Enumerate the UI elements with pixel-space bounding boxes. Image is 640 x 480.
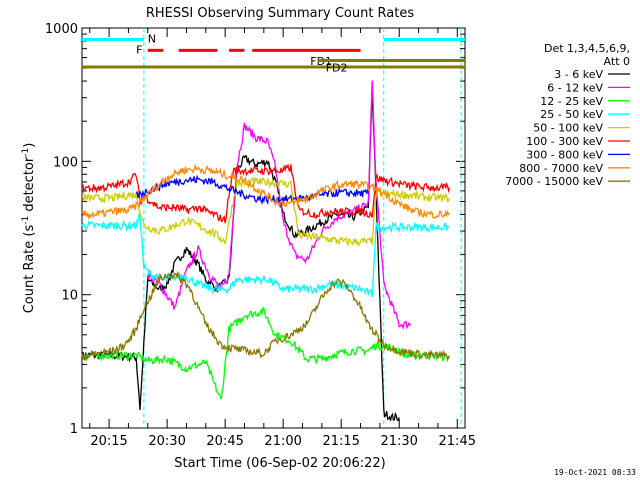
- x-tick-label: 20:15: [90, 434, 127, 449]
- chart-title: RHESSI Observing Summary Count Rates: [146, 6, 415, 21]
- y-label-mid: detector: [22, 156, 37, 216]
- legend-label: 50 - 100 keV: [533, 122, 603, 135]
- y-tick-label: 1000: [45, 22, 78, 37]
- legend-header: Det 1,3,4,5,6,9,: [544, 42, 630, 55]
- y-label-sup: -1: [21, 216, 31, 225]
- flag-label: N: [148, 32, 156, 45]
- x-axis: 20:15 20:30 20:45 21:00 21:15 21:30 21:45: [89, 28, 476, 449]
- y-label-sup2: -1: [21, 148, 31, 157]
- legend-label: 12 - 25 keV: [540, 95, 603, 108]
- legend-label: 3 - 6 keV: [554, 68, 603, 81]
- y-axis-label: Count Rate (s-1 detector-1): [21, 143, 37, 314]
- x-tick-label: 21:45: [439, 434, 476, 449]
- y-axis: 1 10 100 1000: [45, 22, 465, 437]
- x-tick-label: 21:30: [380, 434, 417, 449]
- flag-label: FD2: [326, 62, 348, 75]
- y-tick-label: 10: [61, 289, 78, 304]
- flag-label: F: [136, 43, 142, 56]
- legend-label: 25 - 50 keV: [540, 108, 603, 121]
- series-line-8: [81, 270, 451, 362]
- series-layer: [81, 28, 462, 428]
- legend-header: Att 0: [604, 55, 630, 68]
- series-line-6: [135, 174, 369, 206]
- y-label-post: ): [22, 143, 37, 148]
- y-label-pre: Count Rate (s: [22, 225, 37, 314]
- series-line-2: [81, 306, 450, 400]
- plot-frame: [81, 27, 466, 429]
- x-tick-label: 20:45: [206, 434, 243, 449]
- series-line-0: [81, 85, 400, 422]
- legend-label: 800 - 7000 keV: [519, 162, 603, 175]
- x-axis-label: Start Time (06-Sep-02 20:06:22): [174, 456, 385, 471]
- y-tick-label: 100: [53, 155, 78, 170]
- y-tick-label: 1: [70, 422, 78, 437]
- legend-label: 6 - 12 keV: [547, 81, 603, 94]
- series-line-4: [81, 176, 451, 247]
- legend-label: 7000 - 15000 keV: [505, 175, 603, 188]
- series-line-7: [81, 163, 450, 221]
- series-line-1: [147, 80, 412, 331]
- x-tick-label: 20:30: [148, 434, 185, 449]
- x-tick-label: 21:15: [322, 434, 359, 449]
- flag-bars: NFFD1FD2: [82, 32, 465, 75]
- legend-label: 100 - 300 keV: [526, 135, 603, 148]
- footer-stamp: 19-Oct-2021 08:33: [554, 468, 636, 477]
- x-tick-label: 21:00: [264, 434, 301, 449]
- legend-label: 300 - 800 keV: [526, 148, 603, 161]
- series-line-3: [81, 213, 450, 298]
